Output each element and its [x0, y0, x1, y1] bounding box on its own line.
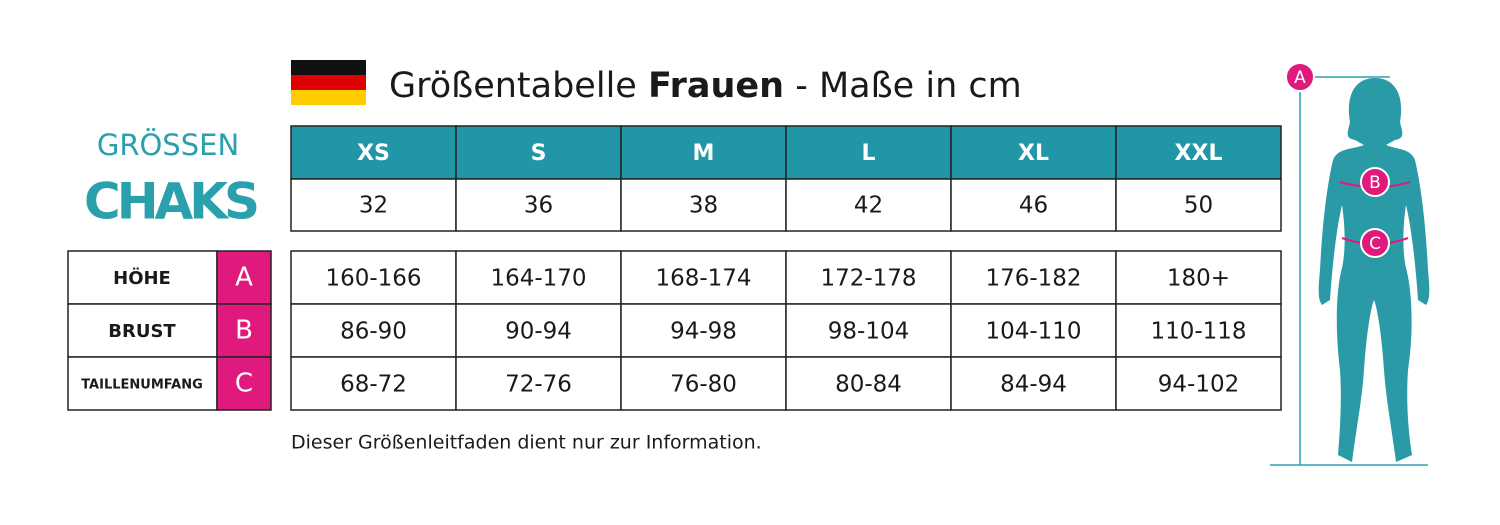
size-label: XL: [1018, 141, 1049, 166]
body-figure: [1270, 76, 1430, 466]
measure-value: 98-104: [828, 319, 909, 345]
title: Größentabelle Frauen - Maße in cm: [389, 66, 1022, 106]
measure-value: 94-102: [1158, 372, 1239, 398]
measure-cell: [620, 250, 787, 305]
measure-cell: [785, 303, 952, 358]
title-bold: Frauen: [648, 66, 784, 106]
measure-label-cell: [67, 250, 218, 305]
measure-letter: A: [235, 263, 253, 293]
measure-value: 68-72: [340, 372, 407, 398]
silhouette: [1318, 78, 1430, 462]
measure-cell: [785, 356, 952, 411]
measure-value: 72-76: [505, 372, 572, 398]
size-header-cell: [455, 125, 622, 180]
title-suffix: - Maße in cm: [795, 66, 1021, 106]
title-regular: Größentabelle: [389, 66, 637, 106]
size-label: XS: [357, 141, 390, 166]
size-label: XXL: [1175, 141, 1223, 166]
measure-cell: [1115, 250, 1282, 305]
measure-value: 104-110: [985, 319, 1081, 345]
size-number: 38: [689, 193, 718, 219]
brand-label: GRÖSSEN: [97, 128, 239, 162]
measure-value: 168-174: [655, 266, 751, 292]
measure-value: 164-170: [490, 266, 586, 292]
measure-cell: [455, 250, 622, 305]
measure-value: 80-84: [835, 372, 902, 398]
measure-label: TAILLENUMFANG: [81, 378, 203, 393]
measure-cell: [620, 303, 787, 358]
measure-cell: [455, 356, 622, 411]
measure-value: 180+: [1167, 266, 1230, 292]
size-label: L: [861, 141, 875, 166]
size-number: 42: [854, 193, 883, 219]
measure-cell: [620, 356, 787, 411]
measure-value: 76-80: [670, 372, 737, 398]
measure-cell: [950, 303, 1117, 358]
measure-cell: [785, 250, 952, 305]
note: Dieser Größenleitfaden dient nur zur Inf…: [291, 432, 762, 454]
measure-cell: [290, 250, 457, 305]
measure-value: 90-94: [505, 319, 572, 345]
measure-value: 160-166: [325, 266, 421, 292]
measure-letter-cell: [216, 356, 272, 411]
measure-label-cell: [67, 356, 218, 411]
measure-letter: C: [235, 369, 253, 399]
size-label: M: [693, 141, 715, 166]
measure-cell: [290, 356, 457, 411]
size-header-cell: [290, 125, 457, 180]
size-header-cell: [1115, 125, 1282, 180]
size-number: 46: [1019, 193, 1048, 219]
figure-marker: [1360, 167, 1390, 197]
measure-cell: [950, 356, 1117, 411]
size-number: 50: [1184, 193, 1213, 219]
figure-letter: B: [1369, 173, 1381, 193]
measure-letter-cell: [216, 250, 272, 305]
measure-value: 176-182: [985, 266, 1081, 292]
measure-cell: [950, 250, 1117, 305]
measure-label: BRUST: [108, 321, 176, 342]
figure-marker: [1285, 62, 1315, 92]
measure-value: 84-94: [1000, 372, 1067, 398]
measure-value: 172-178: [820, 266, 916, 292]
size-number: 36: [524, 193, 553, 219]
measure-cell: [290, 303, 457, 358]
measure-value: 86-90: [340, 319, 407, 345]
brand-logo: CHAKS: [84, 173, 257, 231]
size-number: 32: [359, 193, 388, 219]
measure-value: 94-98: [670, 319, 737, 345]
size-number-cell: [290, 178, 457, 232]
size-number-cell: [1115, 178, 1282, 232]
size-header-cell: [950, 125, 1117, 180]
size-header-cell: [785, 125, 952, 180]
measure-letter: B: [235, 316, 253, 346]
figure-letter: C: [1369, 234, 1381, 254]
measure-label: HÖHE: [113, 267, 171, 289]
flag-black: [291, 60, 366, 75]
flag-red: [291, 75, 366, 90]
measure-cell: [1115, 356, 1282, 411]
figure-marker: [1360, 228, 1390, 258]
size-header-cell: [620, 125, 787, 180]
figure-letter: A: [1294, 68, 1306, 88]
size-label: S: [531, 141, 547, 166]
measure-value: 110-118: [1150, 319, 1246, 345]
flag-gold: [291, 90, 366, 105]
